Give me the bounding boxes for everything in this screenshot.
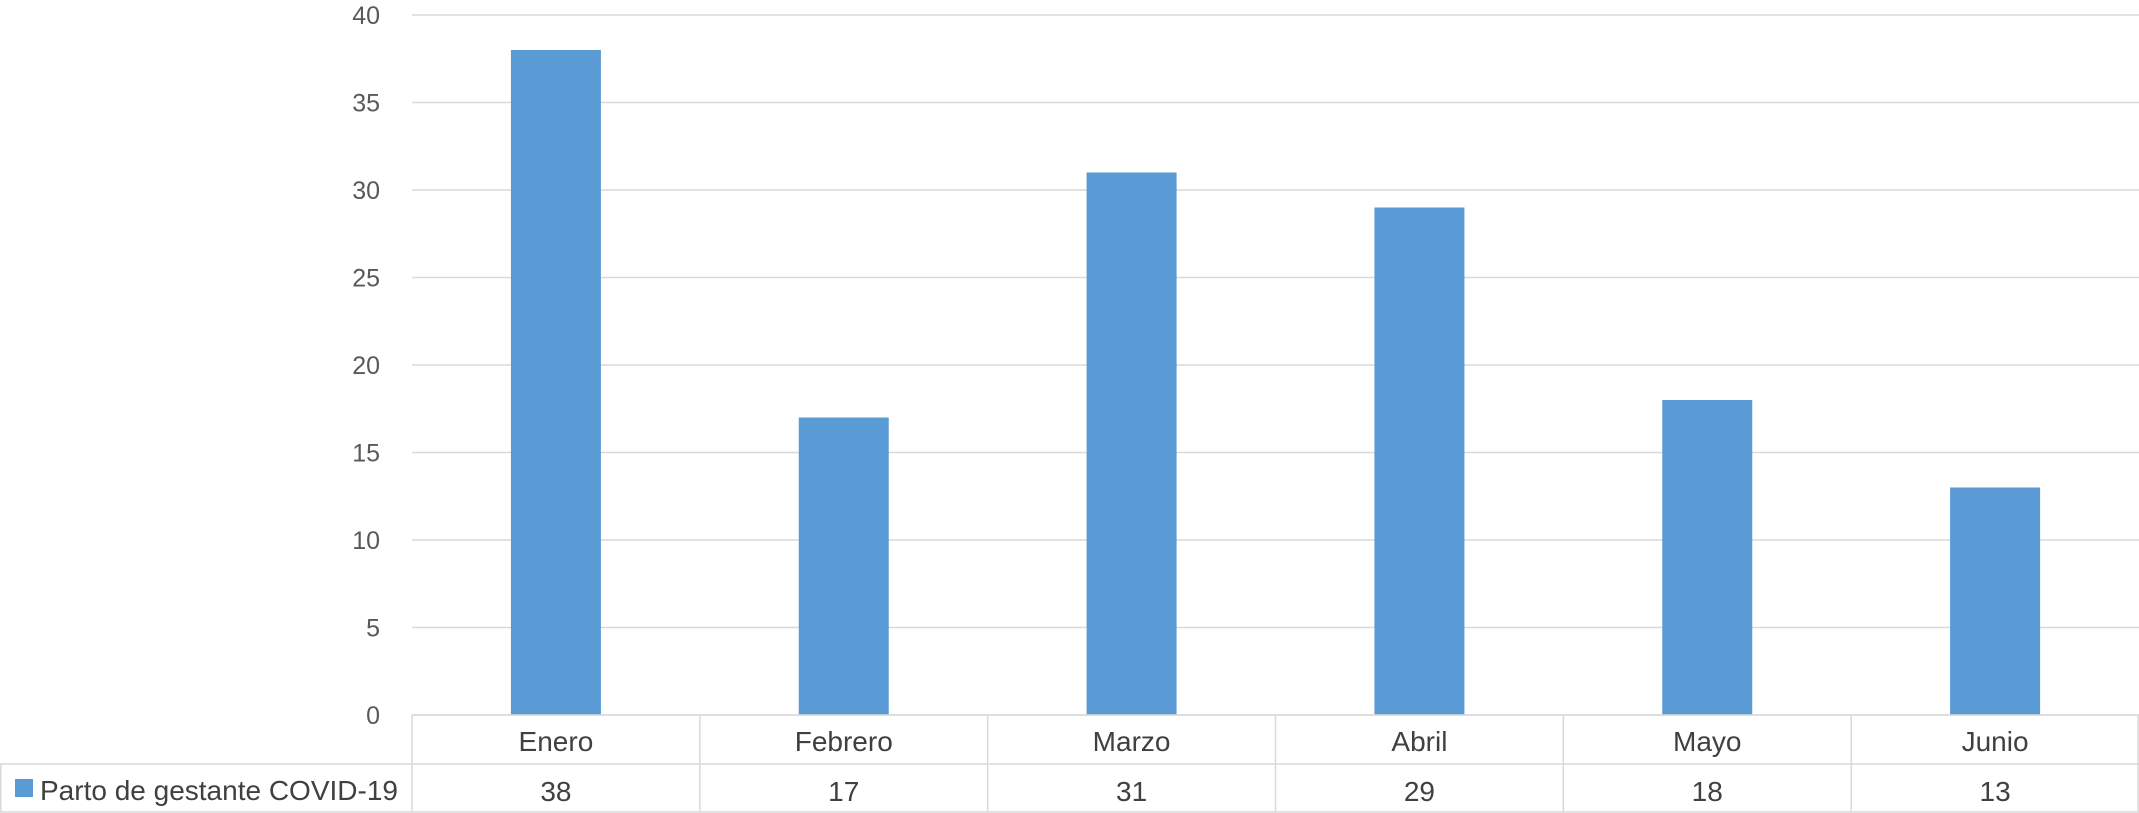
y-tick-label: 35 xyxy=(352,90,380,118)
data-value-label: 31 xyxy=(1116,776,1147,807)
category-label: Mayo xyxy=(1673,726,1741,757)
category-label: Junio xyxy=(1962,726,2029,757)
data-value-label: 29 xyxy=(1404,776,1435,807)
data-value-label: 13 xyxy=(1980,776,2011,807)
y-tick-label: 40 xyxy=(352,2,380,30)
y-tick-label: 30 xyxy=(352,177,380,205)
data-table: Enero 38 Febrero 17 Marzo 31 Abril 29 Mayo 18 Juni… xyxy=(0,714,2139,813)
category-label: Febrero xyxy=(795,726,893,757)
bars xyxy=(510,50,2041,715)
data-value-label: 38 xyxy=(540,776,571,807)
y-tick-label: 25 xyxy=(352,265,380,293)
category-label: Abril xyxy=(1391,726,1447,757)
data-value-label: 17 xyxy=(828,776,859,807)
category-label: Enero xyxy=(519,726,594,757)
y-axis-ticks: 0 5 10 15 20 25 30 35 40 xyxy=(352,2,380,730)
y-tick-label: 10 xyxy=(352,527,380,555)
y-tick-label: 15 xyxy=(352,440,380,468)
y-tick-label: 20 xyxy=(352,352,380,380)
legend-label: Parto de gestante COVID-19 xyxy=(40,775,398,806)
y-tick-label: 0 xyxy=(366,702,380,730)
bar-enero xyxy=(510,50,601,715)
bar-mayo xyxy=(1662,400,1753,715)
bar-febrero xyxy=(798,417,889,715)
category-label: Marzo xyxy=(1093,726,1171,757)
data-value-label: 18 xyxy=(1692,776,1723,807)
legend-swatch xyxy=(15,779,33,797)
bar-junio xyxy=(1950,487,2041,715)
gridlines xyxy=(412,14,2139,716)
bar-abril xyxy=(1374,207,1465,715)
y-tick-label: 5 xyxy=(366,615,380,643)
bar-marzo xyxy=(1086,172,1177,715)
legend: Parto de gestante COVID-19 xyxy=(15,775,398,806)
